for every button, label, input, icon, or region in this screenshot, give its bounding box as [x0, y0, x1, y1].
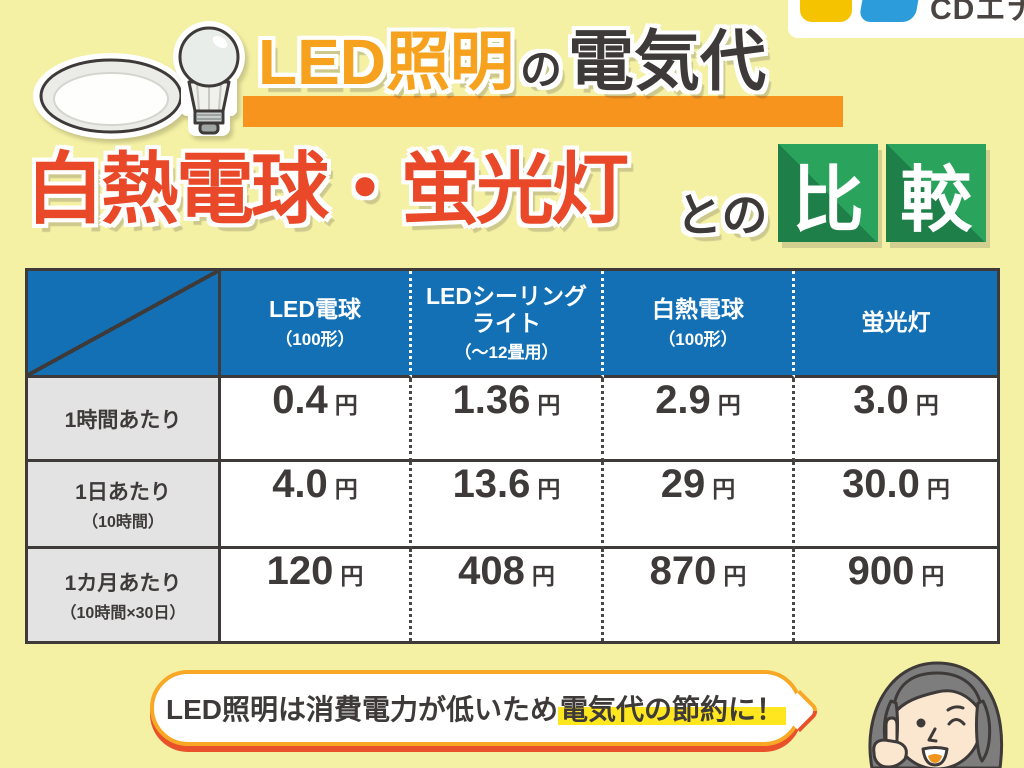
- yen-unit: 円: [334, 476, 358, 502]
- cost-value: 30.0: [842, 462, 920, 506]
- cost-value: 3.0: [853, 378, 909, 422]
- title-led-text: LED照明: [258, 26, 514, 98]
- title-underline-bar: [243, 96, 843, 127]
- yen-unit: 円: [334, 392, 358, 418]
- cost-value: 13.6: [452, 462, 531, 506]
- yen-unit: 円: [712, 476, 736, 502]
- column-title: LEDシーリング ライト: [426, 283, 587, 336]
- yen-unit: 円: [926, 476, 950, 502]
- row-label-per-month: 1カ月あたり （10時間×30日）: [28, 549, 221, 641]
- column-header-led-ceiling: LEDシーリング ライト （〜12畳用）: [412, 271, 604, 378]
- brand-logo: CDエナジ: [788, 0, 1024, 38]
- row-label-text: 1時間あたり: [64, 408, 182, 432]
- table-cell-value: 4.0 円: [221, 462, 412, 549]
- woman-illustration: [868, 661, 1004, 768]
- cost-comparison-table: LED電球 （100形） LEDシーリング ライト （〜12畳用） 白熱電球 （…: [25, 268, 1000, 644]
- row-label-per-hour: 1時間あたり: [28, 378, 221, 462]
- column-title: LED電球: [269, 296, 361, 323]
- row-label-text: 1カ月あたり: [64, 572, 182, 595]
- subtitle-lamp-types: 白熱電球・蛍光灯: [26, 145, 629, 233]
- cost-value: 2.9: [655, 378, 711, 422]
- cost-value: 900: [847, 549, 915, 593]
- column-subtitle: （100形）: [658, 329, 738, 349]
- column-title: 白熱電球: [652, 296, 744, 323]
- callout-text-highlight: 電気代の節約に！: [558, 694, 787, 725]
- table-cell-value: 870 円: [604, 549, 795, 641]
- cost-value: 29: [660, 462, 706, 506]
- column-subtitle: （〜12畳用）: [454, 342, 559, 362]
- row-label-text: 1日あたり: [75, 481, 171, 504]
- yen-unit: 円: [717, 392, 741, 418]
- table-cell-value: 2.9 円: [604, 378, 795, 462]
- cost-value: 1.36: [452, 378, 531, 422]
- yen-unit: 円: [537, 392, 561, 418]
- cost-value: 870: [649, 549, 717, 593]
- table-cell-value: 29 円: [604, 462, 795, 549]
- yen-unit: 円: [531, 563, 555, 589]
- hikaku-square-2: 較: [886, 144, 986, 242]
- yen-unit: 円: [921, 563, 945, 589]
- table-cell-value: 3.0 円: [795, 378, 997, 462]
- table-cell-value: 0.4 円: [221, 378, 412, 462]
- subtitle-tono-text: との: [676, 189, 768, 241]
- cost-value: 120: [266, 549, 334, 593]
- table-cell-value: 900 円: [795, 549, 997, 641]
- title-no-text: の: [520, 46, 563, 93]
- logo-text: CDエナジ: [930, 0, 1024, 26]
- column-header-incandescent: 白熱電球 （100形）: [604, 271, 795, 378]
- title-cost-text: 電気代: [568, 24, 767, 98]
- hikaku-char-2: 較: [899, 160, 972, 241]
- cost-value: 0.4: [272, 378, 328, 422]
- logo-d-shape: [858, 0, 922, 22]
- yen-unit: 円: [340, 563, 364, 589]
- table-cell-value: 13.6 円: [412, 462, 604, 549]
- column-subtitle: （100形）: [275, 329, 355, 349]
- row-label-per-day: 1日あたり （10時間）: [28, 462, 221, 549]
- table-cell-value: 120 円: [221, 549, 412, 641]
- ceiling-light-icon: [33, 53, 189, 139]
- yen-unit: 円: [723, 563, 747, 589]
- row-sublabel-text: （10時間）: [82, 514, 164, 531]
- cost-value: 408: [458, 549, 525, 593]
- table-cell-value: 1.36 円: [412, 378, 604, 462]
- callout-text-normal: LED照明は消費電力が低いため: [165, 694, 558, 725]
- yen-unit: 円: [915, 392, 939, 418]
- column-header-fluorescent: 蛍光灯: [795, 271, 997, 378]
- led-bulb-icon: [173, 21, 245, 136]
- callout-speech-bubble: LED照明は消費電力が低いため電気代の節約に！: [150, 670, 822, 746]
- yen-unit: 円: [537, 476, 561, 502]
- table-cell-value: 30.0 円: [795, 462, 997, 549]
- table-cell-value: 408 円: [412, 549, 604, 641]
- cost-value: 4.0: [272, 462, 328, 506]
- column-header-led-bulb: LED電球 （100形）: [221, 271, 412, 378]
- row-sublabel-text: （10時間×30日）: [60, 605, 186, 622]
- hikaku-square-1: 比: [778, 144, 878, 242]
- hikaku-char-1: 比: [791, 160, 864, 241]
- callout-text: LED照明は消費電力が低いため電気代の節約に！: [165, 688, 787, 728]
- page-title: LED照明 の 電気代: [258, 28, 766, 94]
- logo-c-shape: [800, 0, 852, 22]
- table-corner-cell: [28, 271, 221, 378]
- column-title: 蛍光灯: [861, 308, 931, 335]
